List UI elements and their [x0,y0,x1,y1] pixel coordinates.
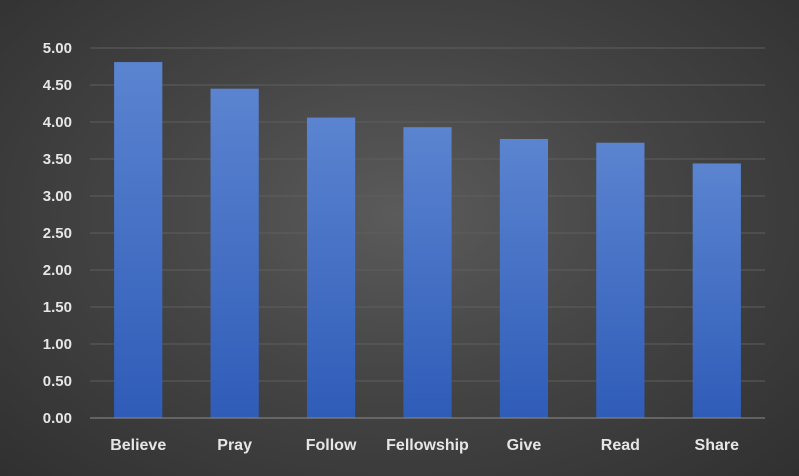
y-tick-label: 2.50 [43,225,72,242]
x-tick-label: Read [601,437,640,454]
x-tick-label: Share [695,437,740,454]
y-tick-label: 3.00 [43,188,72,205]
y-tick-label: 2.00 [43,262,72,279]
bar-pray [210,88,259,418]
x-tick-label: Give [507,437,542,454]
x-tick-label: Believe [110,437,166,454]
bars [114,62,741,419]
x-tick-label: Fellowship [386,437,469,454]
y-tick-label: 4.00 [43,114,72,131]
bar-read [596,142,645,418]
bar-follow [306,117,356,418]
x-tick-label: Pray [217,437,252,454]
bar-fellowship [403,127,452,419]
bar-believe [114,62,163,419]
y-tick-label: 1.50 [43,299,72,316]
y-tick-label: 1.00 [43,336,72,353]
y-tick-label: 4.50 [43,77,72,94]
y-tick-label: 5.00 [43,40,72,57]
y-tick-label: 0.50 [43,373,72,390]
axes: 0.00 0.50 1.00 1.50 2.00 2.50 3.00 3.50 4.00 4.50… [43,40,765,454]
y-tick-label: 3.50 [43,151,72,168]
bar-share [692,163,741,418]
x-tick-label: Follow [306,437,357,454]
y-tick-label: 0.00 [43,410,72,427]
bar-give [499,139,549,418]
